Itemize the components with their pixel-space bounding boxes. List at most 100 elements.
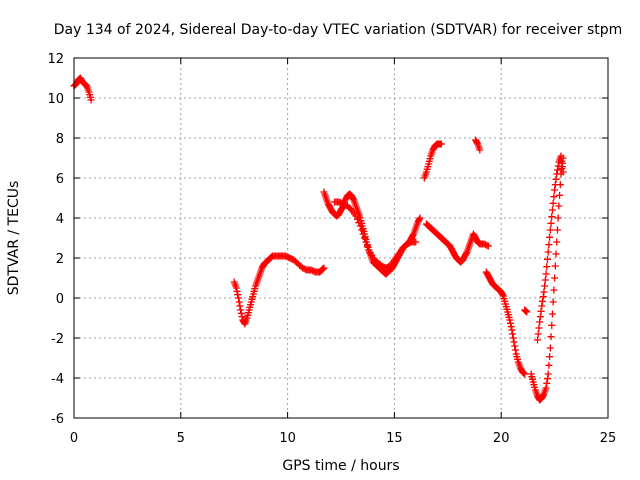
- data-point: [356, 222, 364, 230]
- data-point: [537, 307, 545, 315]
- data-point: [538, 297, 546, 305]
- data-point: [363, 242, 371, 250]
- data-point: [534, 330, 542, 338]
- data-point: [473, 139, 481, 147]
- data-point: [523, 308, 531, 316]
- data-point: [499, 291, 507, 299]
- y-axis-label: SDTVAR / TECUs: [6, 181, 22, 296]
- data-point: [536, 313, 544, 321]
- y-tick-label: 8: [56, 132, 64, 147]
- data-point: [476, 146, 484, 154]
- data-point: [519, 369, 527, 377]
- data-point: [509, 334, 517, 342]
- data-point: [234, 294, 242, 302]
- data-point: [362, 238, 370, 246]
- data-point: [548, 213, 556, 221]
- data-point: [552, 175, 560, 183]
- data-point: [543, 379, 551, 387]
- y-tick-label: 4: [56, 212, 64, 227]
- data-point: [551, 262, 559, 270]
- x-tick-label: 15: [386, 431, 403, 446]
- data-point: [483, 241, 491, 249]
- data-point: [549, 298, 557, 306]
- data-point: [545, 361, 553, 369]
- data-point: [359, 230, 367, 238]
- data-point: [534, 336, 542, 344]
- data-point: [506, 316, 514, 324]
- data-point: [546, 233, 554, 241]
- series-segment-evening-high: [472, 136, 484, 154]
- data-point: [318, 265, 326, 273]
- data-point: [543, 255, 551, 263]
- data-point: [510, 338, 518, 346]
- data-point: [236, 302, 244, 310]
- data-point: [554, 214, 562, 222]
- data-point: [511, 342, 519, 350]
- series-segment-midday-lower: [331, 198, 420, 272]
- data-point: [550, 286, 558, 294]
- data-point: [462, 249, 470, 257]
- chart-title: Day 134 of 2024, Sidereal Day-to-day VTE…: [54, 22, 623, 38]
- data-point: [360, 234, 368, 242]
- data-point: [551, 186, 559, 194]
- x-tick-label: 0: [70, 431, 78, 446]
- data-point: [539, 293, 547, 301]
- y-tick-label: 0: [56, 292, 64, 307]
- series-segment-late-rise: [534, 152, 567, 344]
- data-point: [555, 202, 563, 210]
- data-point: [522, 307, 530, 315]
- y-tick-label: -4: [51, 372, 64, 387]
- data-point: [558, 163, 566, 171]
- data-point: [509, 330, 517, 338]
- data-point: [319, 265, 327, 273]
- data-point: [547, 219, 555, 227]
- data-point: [550, 193, 558, 201]
- y-tick-label: -6: [51, 412, 64, 427]
- data-point: [558, 157, 566, 165]
- data-point: [548, 310, 556, 318]
- data-point: [409, 231, 417, 239]
- series-segment-deep-dip: [527, 154, 567, 404]
- x-tick-label: 25: [600, 431, 617, 446]
- data-point: [238, 313, 246, 321]
- series-segment-dip-and-rise: [230, 252, 328, 328]
- y-tick-label: 6: [56, 172, 64, 187]
- data-point: [551, 274, 559, 282]
- data-point: [543, 375, 551, 383]
- data-point: [539, 391, 547, 399]
- y-tick-label: 10: [47, 92, 64, 107]
- series-segment-descent: [482, 268, 529, 378]
- data-point: [320, 264, 328, 272]
- data-point: [535, 324, 543, 332]
- data-point: [412, 238, 420, 246]
- data-point: [541, 282, 549, 290]
- data-point: [549, 199, 557, 207]
- data-point: [553, 226, 561, 234]
- data-point: [553, 166, 561, 174]
- data-point: [520, 369, 528, 377]
- data-point: [506, 319, 514, 327]
- data-point: [538, 302, 546, 310]
- data-point: [521, 307, 529, 315]
- x-tick-label: 20: [493, 431, 510, 446]
- data-point: [542, 270, 550, 278]
- data-point: [521, 370, 529, 378]
- y-tick-label: 12: [47, 52, 64, 67]
- data-point: [553, 170, 561, 178]
- data-point: [87, 96, 95, 104]
- data-point: [355, 219, 363, 227]
- data-point: [352, 212, 360, 220]
- data-point: [545, 241, 553, 249]
- series-segment-small-blob: [521, 306, 531, 316]
- data-point: [548, 206, 556, 214]
- data-point: [353, 215, 361, 223]
- plot-frame: [73, 57, 609, 419]
- data-point: [542, 384, 550, 392]
- data-point: [543, 263, 551, 271]
- data-point: [349, 195, 357, 203]
- data-point: [416, 214, 424, 222]
- data-point: [546, 353, 554, 361]
- data-point: [553, 238, 561, 246]
- x-tick-label: 10: [279, 431, 296, 446]
